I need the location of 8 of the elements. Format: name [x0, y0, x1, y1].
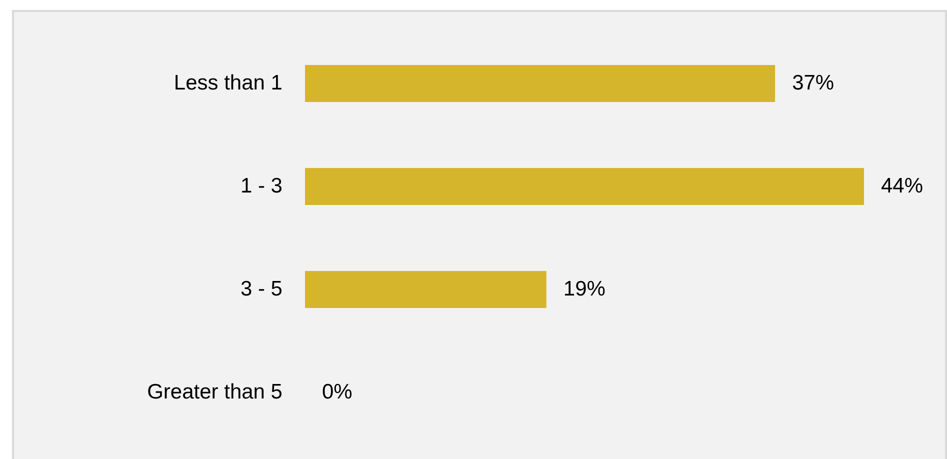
y-tick-label: 1 - 3	[240, 174, 282, 198]
data-label: 0%	[322, 380, 352, 404]
data-label: 37%	[792, 72, 834, 94]
data-label: 19%	[563, 278, 606, 300]
data-label: 44%	[881, 174, 924, 198]
y-tick-label: Greater than 5	[147, 380, 282, 404]
y-tick-label: Less than 1	[174, 72, 282, 94]
y-tick-label: 3 - 5	[240, 278, 282, 300]
